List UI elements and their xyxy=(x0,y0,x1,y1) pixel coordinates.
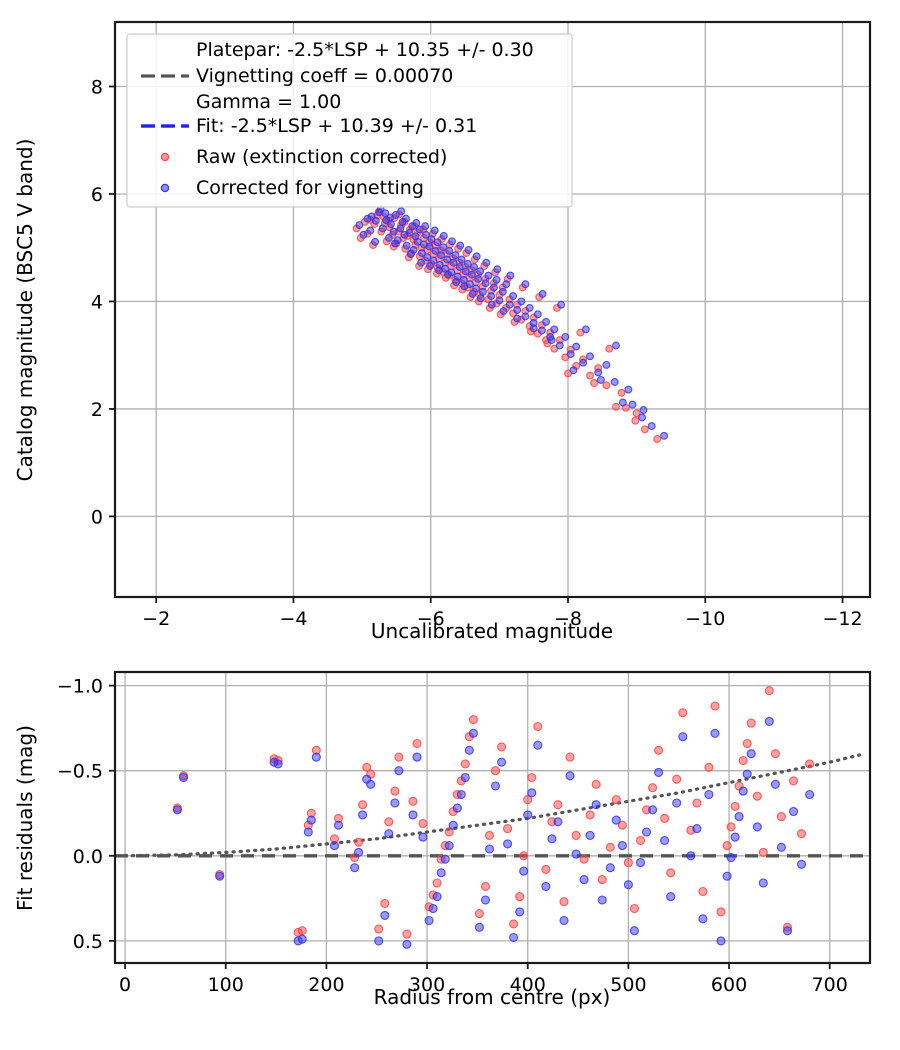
legend-label-fit: Fit: -2.5*LSP + 10.39 +/- 0.31 xyxy=(196,115,477,137)
bottom-panel-vignetting-curve xyxy=(123,752,867,858)
legend-marker-corrected xyxy=(160,183,170,193)
series-corrected-for-vignetting xyxy=(355,205,669,440)
bot-ytick-2: −0.5 xyxy=(57,761,103,783)
top-xtick-2: −6 xyxy=(417,608,445,630)
top-panel-tick-labels: −2 −4 −6 −8 −10 −12 0 2 4 6 8 xyxy=(91,76,863,630)
top-xtick-1: −4 xyxy=(279,608,307,630)
top-ytick-1: 2 xyxy=(91,399,103,421)
top-xtick-3: −8 xyxy=(554,608,582,630)
top-panel-ylabel: Catalog magnitude (BSC5 V band) xyxy=(13,139,37,482)
top-xtick-4: −10 xyxy=(685,608,725,630)
top-ytick-2: 4 xyxy=(91,291,103,313)
top-panel-ticks xyxy=(109,85,844,603)
top-panel-scatter-points xyxy=(352,205,669,443)
top-ytick-3: 6 xyxy=(91,184,103,206)
bot-ytick-1: 0.0 xyxy=(73,846,103,868)
legend-label-raw: Raw (extinction corrected) xyxy=(196,146,447,168)
panel-fit-residuals: 0 100 200 300 400 500 600 700 0.5 0.0 −0.5 −1.0 Rad… xyxy=(13,670,872,1009)
series-raw-extinction-corrected- xyxy=(172,686,815,939)
top-panel-xlabel: Uncalibrated magnitude xyxy=(371,619,613,643)
top-xtick-0: −2 xyxy=(142,608,170,630)
legend-label-gamma: Gamma = 1.00 xyxy=(196,91,341,113)
series-corrected-for-vignetting xyxy=(172,716,815,949)
panel-photometric-calibration: −2 −4 −6 −8 −10 −12 0 2 4 6 8 Uncalibrated magnitu… xyxy=(13,20,872,643)
bot-ytick-0: 0.5 xyxy=(73,931,103,953)
top-panel-frame xyxy=(113,20,872,599)
legend-marker-raw xyxy=(160,152,170,162)
top-ytick-0: 0 xyxy=(91,506,103,528)
bottom-panel-ylabel: Fit residuals (mag) xyxy=(13,725,37,911)
legend-label-corrected: Corrected for vignetting xyxy=(196,177,424,199)
legend-label-vignetting-coeff: Vignetting coeff = 0.00070 xyxy=(196,65,453,87)
top-ytick-4: 8 xyxy=(91,76,103,98)
top-panel-legend[interactable]: Platepar: -2.5*LSP + 10.35 +/- 0.30 Vign… xyxy=(126,33,573,208)
bot-xtick-6: 600 xyxy=(711,974,747,996)
bottom-panel-frame xyxy=(113,670,872,965)
bot-xtick-0: 0 xyxy=(119,974,131,996)
top-xtick-5: −12 xyxy=(822,608,862,630)
bot-xtick-7: 700 xyxy=(812,974,848,996)
bot-xtick-4: 400 xyxy=(510,974,546,996)
bot-xtick-3: 300 xyxy=(409,974,445,996)
bot-xtick-2: 200 xyxy=(308,974,344,996)
bottom-panel-ticks xyxy=(109,684,831,969)
bot-ytick-3: −1.0 xyxy=(57,676,103,698)
bottom-panel-tick-labels: 0 100 200 300 400 500 600 700 0.5 0.0 −0.5 −1.0 xyxy=(57,676,848,996)
bot-xtick-5: 500 xyxy=(610,974,646,996)
bottom-panel-gridlines xyxy=(115,672,870,963)
bottom-panel-scatter-points xyxy=(172,686,815,949)
bottom-panel-xlabel: Radius from centre (px) xyxy=(374,985,611,1009)
bot-xtick-1: 100 xyxy=(208,974,244,996)
legend-label-platepar: Platepar: -2.5*LSP + 10.35 +/- 0.30 xyxy=(196,39,534,61)
legend-background xyxy=(126,33,573,208)
